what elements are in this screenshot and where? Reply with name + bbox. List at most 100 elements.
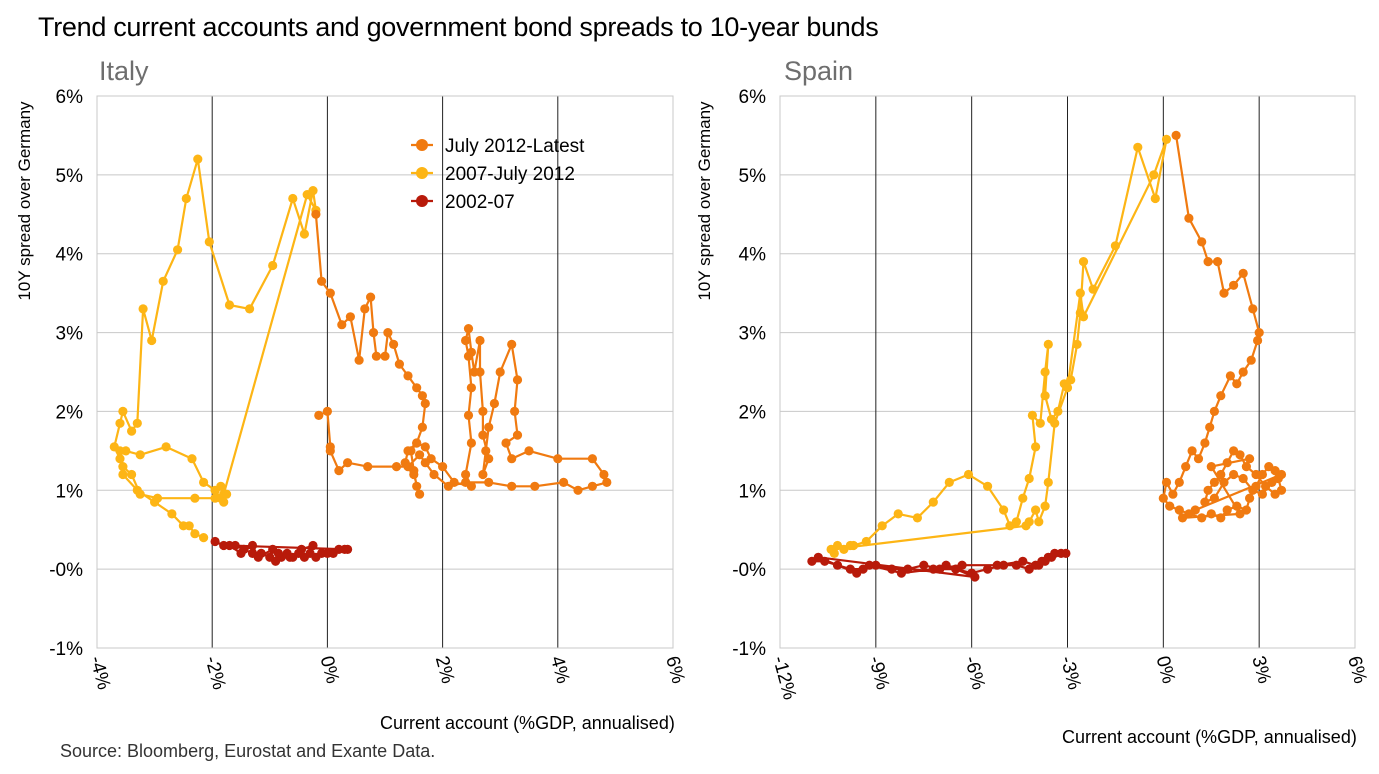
data-point — [559, 477, 569, 487]
data-point — [1075, 288, 1085, 298]
data-point — [118, 469, 128, 480]
plot-spain: 6% 5% 4% 3% 2% 1% -0% -1%-12% -9% -6% -3% 0% 3% 6% — [732, 87, 1370, 702]
data-point — [1238, 268, 1248, 278]
data-point — [1229, 469, 1239, 480]
data-point — [420, 442, 430, 452]
data-point — [299, 229, 309, 239]
data-point — [475, 367, 485, 377]
data-point — [896, 568, 907, 578]
data-point — [403, 446, 413, 456]
data-point — [1174, 505, 1184, 515]
legend-entry: 2007-July 2012 — [445, 164, 575, 185]
series-july-2012-latest — [1158, 130, 1287, 523]
data-point — [1206, 509, 1216, 519]
data-point — [466, 347, 476, 357]
data-point — [1251, 469, 1261, 480]
data-point — [273, 548, 283, 559]
data-point — [877, 521, 887, 531]
data-point — [253, 552, 263, 562]
data-point — [412, 438, 422, 448]
data-point — [429, 469, 439, 480]
data-point — [118, 462, 128, 472]
x-tick-label: -4% — [85, 654, 114, 692]
data-point — [466, 438, 476, 448]
data-point — [1229, 446, 1239, 456]
data-point — [1024, 473, 1034, 484]
legend-swatch-marker — [416, 195, 428, 207]
data-point — [963, 469, 974, 480]
y-tick-label: -0% — [732, 560, 766, 581]
data-point — [484, 477, 494, 487]
data-point — [1177, 513, 1188, 523]
data-point — [1184, 213, 1194, 223]
x-tick-label: 0% — [316, 654, 343, 686]
data-point — [999, 505, 1009, 515]
data-point — [317, 276, 327, 286]
data-point — [478, 430, 488, 440]
data-point — [363, 462, 373, 472]
data-point — [983, 481, 993, 491]
data-point — [1187, 446, 1197, 456]
data-point — [887, 564, 897, 574]
data-point — [285, 552, 295, 562]
data-point — [845, 540, 855, 551]
data-point — [478, 469, 488, 480]
data-point — [127, 469, 137, 480]
data-point — [1206, 462, 1216, 472]
data-point — [325, 288, 335, 298]
data-point — [1197, 237, 1207, 247]
data-point — [1193, 454, 1204, 464]
data-point — [391, 462, 402, 472]
data-point — [512, 375, 523, 385]
data-point — [222, 489, 232, 499]
data-point — [928, 564, 938, 574]
data-point — [1203, 485, 1213, 495]
x-tick-label: 6% — [1343, 654, 1370, 686]
data-point — [1229, 280, 1239, 290]
series-line — [830, 138, 1168, 554]
data-point — [928, 497, 938, 507]
data-point — [463, 410, 474, 420]
data-point — [1222, 505, 1232, 515]
data-point — [308, 540, 318, 551]
x-tick-label: 6% — [661, 654, 688, 686]
y-tick-label: 3% — [56, 324, 84, 345]
data-point — [135, 450, 145, 460]
data-point — [245, 304, 255, 314]
data-point — [1276, 469, 1287, 480]
y-tick-label: 6% — [56, 87, 84, 108]
data-point — [461, 477, 471, 487]
data-point — [478, 406, 488, 416]
data-point — [512, 430, 523, 440]
data-point — [466, 383, 476, 393]
data-point — [288, 193, 298, 204]
data-point — [1248, 304, 1258, 314]
series-2007-july-2012 — [109, 154, 321, 543]
data-point — [296, 544, 307, 555]
data-point — [813, 552, 823, 562]
data-point — [1072, 339, 1082, 349]
data-point — [1225, 371, 1235, 381]
data-point — [1209, 406, 1219, 416]
data-point — [138, 304, 148, 314]
legend-swatch-marker — [416, 167, 428, 179]
data-point — [461, 335, 471, 346]
data-point — [1216, 469, 1226, 480]
data-point — [360, 304, 370, 314]
data-point — [1205, 422, 1215, 432]
data-point — [190, 493, 200, 503]
data-point — [443, 481, 453, 491]
data-point — [1061, 548, 1071, 559]
data-point — [1200, 497, 1210, 507]
data-point — [135, 489, 145, 499]
data-point — [507, 481, 517, 491]
data-point — [1174, 477, 1184, 487]
panel-title-italy: Italy — [99, 56, 149, 86]
legend-entry: July 2012-Latest — [445, 136, 585, 157]
legend-swatch-marker — [416, 139, 428, 151]
data-point — [187, 454, 197, 464]
panel-title-spain: Spain — [784, 56, 854, 86]
y-tick-label: 5% — [56, 166, 84, 187]
data-point — [394, 359, 404, 369]
data-point — [1018, 493, 1028, 503]
